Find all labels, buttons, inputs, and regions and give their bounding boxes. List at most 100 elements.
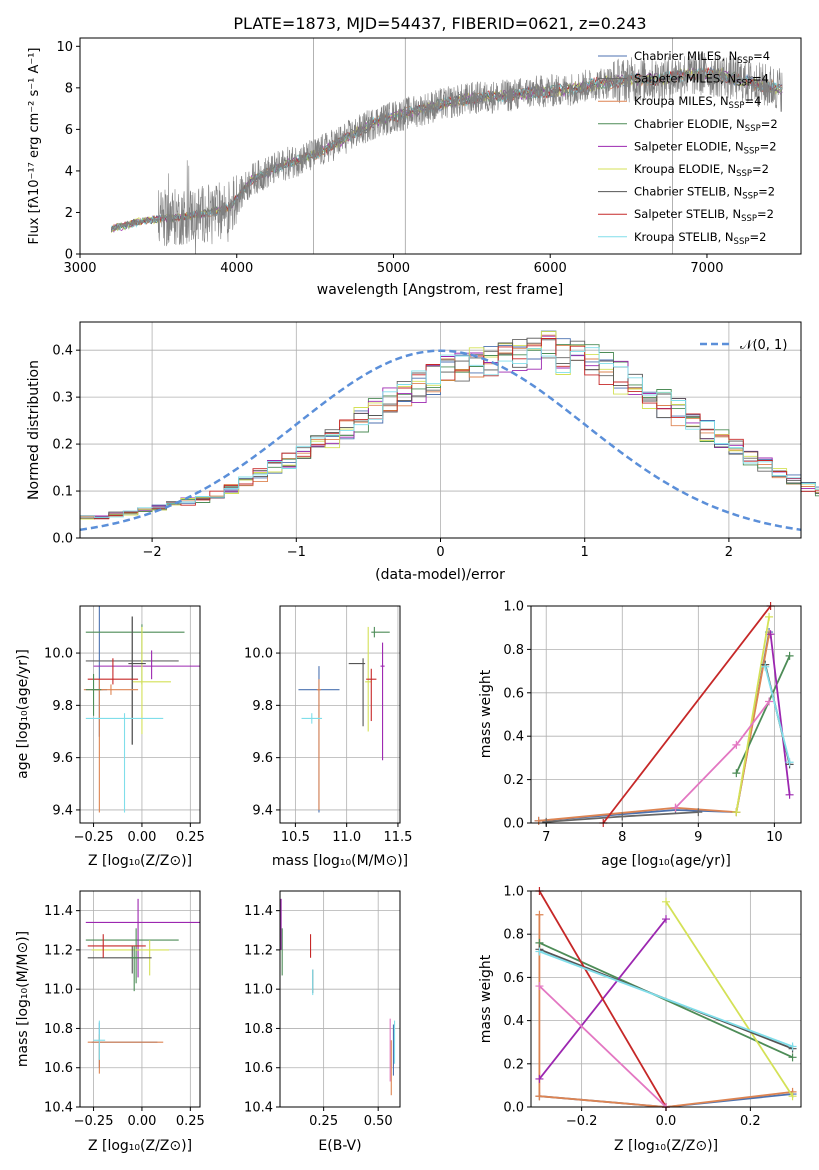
spectrum-legend-label: Chabrier MILES, NSSP=4 <box>634 49 770 66</box>
mw_vs_age-series-line <box>538 631 770 822</box>
spectrum-legend-label: Kroupa ELODIE, NSSP=2 <box>634 162 769 179</box>
mass-vs-metallicity-y-label: mass [log₁₀(M/M⊙)] <box>15 931 31 1067</box>
mw_vs_z-y-tick-label: 1.0 <box>503 885 524 900</box>
mass_vs_z-point <box>93 1020 106 1060</box>
age_vs_mass-point <box>371 626 390 638</box>
mw_vs_z-series-line <box>538 985 667 1108</box>
mass_vs_ebv-y-tick-label: 11.0 <box>244 983 273 998</box>
mass_vs_ebv-y-tick-label: 10.8 <box>244 1022 273 1037</box>
age_vs_z-point <box>85 624 185 685</box>
mw_vs_z-marker <box>535 982 544 991</box>
spectrum-legend-label: Salpeter ELODIE, NSSP=2 <box>634 139 777 156</box>
spectrum-x-tick-label: 7000 <box>690 261 723 276</box>
mw_vs_z-y-tick-label: 0.8 <box>503 928 524 943</box>
spectrum-legend-label: Salpeter STELIB, NSSP=2 <box>634 207 774 224</box>
mass-weight-vs-metallicity-x-label: Z [log₁₀(Z/Z⊙)] <box>614 1138 718 1154</box>
mw_vs_age-y-tick-label: 0.8 <box>503 643 524 658</box>
residual-histogram-5 <box>79 331 819 538</box>
spectrum-legend-label: Chabrier STELIB, NSSP=2 <box>634 185 775 202</box>
mw_vs_z-marker <box>662 897 670 906</box>
mw_vs_age-series-line <box>764 666 791 763</box>
spectrum-y-tick-label: 10 <box>56 40 73 55</box>
mass-weight-vs-age-frame <box>530 605 802 824</box>
mass_vs_ebv-x-tick-label: 0.25 <box>309 1114 338 1129</box>
mass_vs_z-y-tick-label: 11.0 <box>44 983 73 998</box>
mass_vs_z-y-tick-label: 11.2 <box>44 943 73 958</box>
mw_vs_z-x-tick-label: 0.2 <box>740 1114 761 1129</box>
residuals-x-tick-label: 1 <box>581 545 589 560</box>
legend-label-main: Kroupa STELIB, N <box>634 230 734 244</box>
age_vs_mass-point <box>301 713 323 724</box>
mass-vs-metallicity-frame <box>79 890 201 1108</box>
mass-vs-extinction-x-label: E(B-V) <box>318 1138 361 1154</box>
spectrum-y-tick-label: 2 <box>65 206 73 221</box>
legend-label-main: Kroupa ELODIE, N <box>634 162 736 176</box>
mw_vs_z-marker <box>535 1092 544 1101</box>
mw_vs_z-series-line <box>539 950 793 1048</box>
mass_vs_z-point <box>130 945 139 992</box>
legend-label-count: =2 <box>761 117 778 131</box>
mw_vs_age-marker <box>618 812 627 821</box>
mass_vs_z-point <box>91 1022 158 1068</box>
age_vs_z-point <box>85 713 164 813</box>
mass_vs_z-y-tick-label: 10.6 <box>44 1061 73 1076</box>
age_vs_mass-x-tick-label: 11.5 <box>383 830 412 845</box>
spectrum-y-tick-label: 8 <box>65 81 73 96</box>
mw_vs_z-marker <box>535 910 544 919</box>
age_vs_z-y-tick-label: 10.0 <box>44 647 73 662</box>
mass_vs_z-point <box>85 928 179 984</box>
mass_vs_z-y-tick-label: 10.4 <box>44 1101 73 1116</box>
mw_vs_age-x-tick-label: 7 <box>542 830 550 845</box>
age_vs_mass-point <box>380 642 385 761</box>
mw_vs_age-marker <box>671 803 680 812</box>
age_vs_z-x-tick-label: 0.00 <box>127 830 156 845</box>
age_vs_mass-y-tick-label: 10.0 <box>244 647 273 662</box>
residual-histogram-6 <box>79 337 819 538</box>
legend-label-sub: SSP <box>736 79 752 89</box>
mass-weight-vs-metallicity-panel: −0.2 0.0 0.2 0.0 0.2 0.4 0.6 0.8 1.0 <box>503 885 802 1129</box>
age-vs-metallicity-frame <box>79 605 201 824</box>
legend-label-main: Kroupa MILES, N <box>634 94 729 108</box>
mass-vs-extinction-panel: 0.25 0.50 10.4 10.6 10.8 11.0 11.2 11.4 <box>244 890 401 1129</box>
mw_vs_age-x-tick-label: 8 <box>618 830 626 845</box>
age_vs_z-x-tick-label: −0.25 <box>74 830 114 845</box>
mass-vs-extinction-frame <box>279 890 401 1108</box>
legend-label-count: =2 <box>760 139 777 153</box>
age_vs_z-y-tick-label: 9.8 <box>52 699 73 714</box>
mw_vs_age-marker <box>732 808 741 817</box>
mass-vs-metallicity-panel: −0.25 0.00 0.25 10.4 10.6 10.8 11.0 11.2 11.4 <box>44 890 205 1129</box>
spectrum-y-tick-label: 4 <box>65 164 73 179</box>
legend-label-count: =2 <box>757 207 774 221</box>
mw_vs_age-series-line <box>602 605 772 824</box>
residual-legend-normal-label: 𝒩(0, 1) <box>740 338 787 353</box>
legend-label-count: =4 <box>744 94 761 108</box>
age_vs_z-point <box>95 679 104 813</box>
mass_vs_ebv-y-tick-label: 10.4 <box>244 1101 273 1116</box>
mw_vs_z-x-tick-label: 0.0 <box>656 1114 677 1129</box>
residuals-y-tick-label: 0.0 <box>52 532 73 547</box>
mw_vs_z-series-line <box>538 890 667 1108</box>
mass_vs_ebv-y-tick-label: 11.2 <box>244 943 273 958</box>
mw_vs_age-series-line <box>735 616 770 813</box>
mw_vs_z-marker <box>788 1042 797 1051</box>
mass_vs_ebv-y-tick-label: 11.4 <box>244 904 273 919</box>
spectrum-y-tick-label: 6 <box>65 123 73 138</box>
age_vs_mass-y-tick-label: 9.6 <box>252 751 273 766</box>
legend-label-main: Chabrier ELODIE, N <box>634 117 745 131</box>
mw_vs_age-series-line <box>735 655 791 774</box>
mw_vs_age-series-line <box>538 634 770 822</box>
legend-label-main: Salpeter ELODIE, N <box>634 139 744 153</box>
residuals-x-tick-label: 2 <box>725 545 733 560</box>
spectrum-x-tick-label: 4000 <box>220 261 253 276</box>
mw_vs_age-series-line <box>674 700 770 809</box>
spectrum-observed <box>111 38 783 254</box>
legend-label-sub: SSP <box>734 237 750 247</box>
age-vs-mass-frame <box>279 605 401 824</box>
mass-vs-metallicity-x-label: Z [log₁₀(Z/Z⊙)] <box>88 1138 192 1154</box>
spectrum-legend-label: Kroupa STELIB, NSSP=2 <box>634 230 766 247</box>
mass-weight-vs-age-x-label: age [log₁₀(age/yr)] <box>601 853 731 869</box>
age_vs_z-x-tick-label: 0.25 <box>176 830 205 845</box>
legend-label-sub: SSP <box>741 214 757 224</box>
age_vs_z-point <box>128 616 146 745</box>
